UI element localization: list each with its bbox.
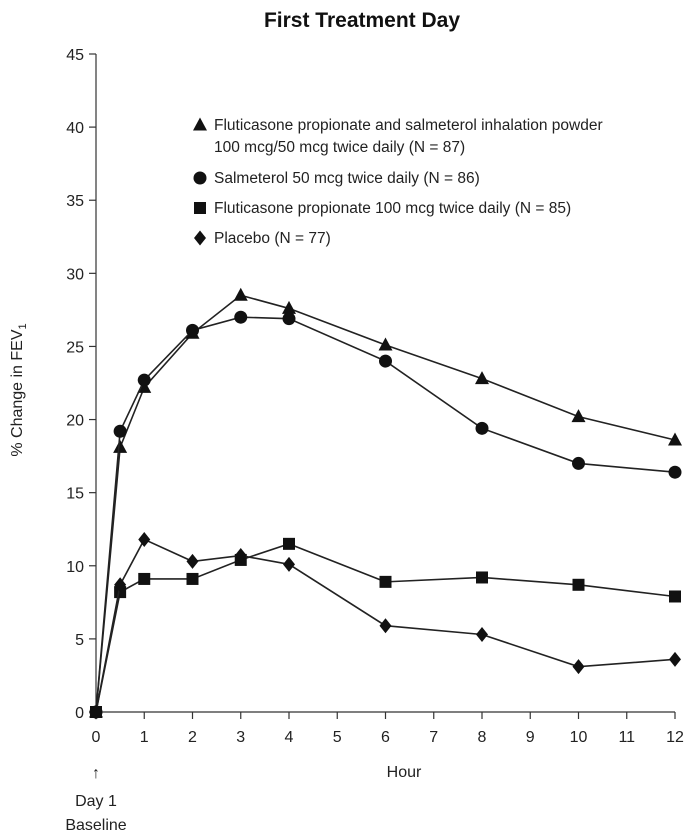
baseline-arrow: ↑ — [92, 765, 100, 782]
data-point-diamond — [283, 556, 295, 572]
y-tick-label: 25 — [66, 339, 84, 356]
data-point-triangle — [282, 300, 296, 314]
x-tick-label: 9 — [526, 729, 535, 746]
data-point-diamond — [476, 627, 488, 643]
data-point-circle — [379, 354, 392, 368]
series-line-circle — [95, 316, 676, 713]
data-point-square — [669, 590, 681, 603]
legend-label: Placebo (N = 77) — [214, 230, 331, 247]
series-triangle — [89, 287, 682, 718]
legend-marker-square — [194, 202, 206, 214]
x-tick-label: 1 — [140, 729, 149, 746]
data-point-circle — [234, 310, 248, 324]
y-tick-label: 40 — [66, 120, 84, 137]
y-tick-label: 5 — [75, 632, 84, 649]
data-point-diamond — [138, 531, 151, 547]
series-layer — [89, 287, 682, 720]
legend-label-line2: 100 mcg/50 mcg twice daily (N = 87) — [214, 139, 465, 156]
chart-title: First Treatment Day — [264, 9, 460, 32]
series-line-triangle — [95, 294, 676, 713]
legend-marker-triangle — [193, 117, 207, 131]
data-point-diamond — [114, 577, 127, 593]
y-tick-label: 35 — [66, 193, 84, 210]
baseline-label-day: Day 1 — [75, 793, 117, 810]
data-point-triangle — [571, 409, 586, 423]
data-point-diamond — [669, 651, 681, 667]
legend-marker-diamond — [194, 230, 206, 246]
series-line-square — [95, 542, 676, 713]
y-axis-label-main: % Change in FEV — [9, 329, 26, 457]
x-tick-label: 4 — [285, 729, 294, 746]
y-axis-label-subscript: 1 — [17, 323, 29, 329]
data-point-diamond — [234, 548, 247, 564]
data-point-triangle — [378, 337, 393, 351]
data-point-square — [138, 572, 151, 585]
data-point-diamond — [90, 704, 102, 720]
y-tick-label: 0 — [75, 705, 84, 722]
data-point-triangle — [233, 287, 248, 301]
data-point-square — [379, 575, 392, 588]
x-tick-label: 2 — [188, 729, 197, 746]
x-tick-label: 7 — [429, 729, 438, 746]
baseline-label-baseline: Baseline — [65, 817, 126, 834]
legend-label: Fluticasone propionate and salmeterol in… — [214, 117, 603, 134]
x-tick-label: 5 — [333, 729, 342, 746]
data-point-circle — [186, 323, 199, 337]
y-tick-label: 45 — [66, 47, 84, 64]
y-axis-label: % Change in FEV1 — [9, 323, 29, 456]
data-point-square — [186, 572, 199, 585]
x-tick-label: 0 — [92, 729, 101, 746]
x-tick-label: 3 — [236, 729, 245, 746]
data-point-circle — [282, 312, 296, 326]
x-tick-label: 12 — [666, 729, 684, 746]
x-axis-label: Hour — [387, 764, 422, 781]
data-point-circle — [113, 424, 127, 438]
data-point-diamond — [186, 553, 199, 569]
legend-label: Fluticasone propionate 100 mcg twice dai… — [214, 200, 571, 217]
legend-label: Salmeterol 50 mcg twice daily (N = 86) — [214, 170, 480, 187]
y-tick-label: 20 — [66, 413, 84, 430]
data-point-square — [476, 571, 488, 584]
data-point-square — [283, 537, 295, 550]
data-point-triangle — [668, 432, 682, 446]
data-point-circle — [668, 465, 682, 479]
x-tick-label: 10 — [570, 729, 588, 746]
data-point-circle — [572, 456, 585, 470]
legend-marker-circle — [193, 171, 207, 185]
legend: Fluticasone propionate and salmeterol in… — [193, 117, 603, 247]
data-point-circle — [137, 373, 151, 387]
series-circle — [89, 310, 682, 719]
y-tick-label: 10 — [66, 559, 84, 576]
data-point-triangle — [475, 371, 489, 385]
x-tick-label: 11 — [618, 729, 635, 746]
data-point-circle — [475, 421, 489, 435]
series-diamond — [90, 531, 681, 720]
y-tick-label: 15 — [66, 486, 84, 503]
x-tick-label: 8 — [478, 729, 487, 746]
data-point-triangle — [113, 439, 128, 453]
y-tick-label: 30 — [66, 266, 84, 283]
x-tick-label: 6 — [381, 729, 390, 746]
data-point-diamond — [379, 618, 392, 634]
data-point-square — [572, 578, 585, 591]
series-line-diamond — [95, 538, 676, 713]
data-point-diamond — [572, 659, 585, 675]
